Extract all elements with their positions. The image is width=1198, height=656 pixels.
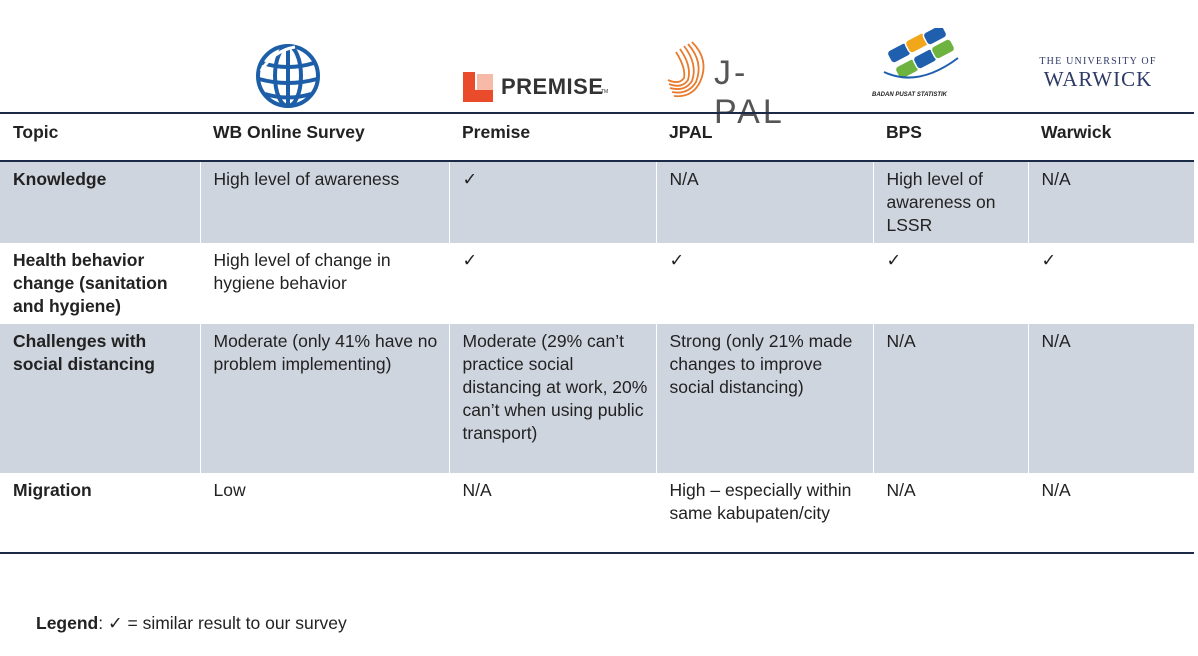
cell-premise: Moderate (29% can’t practice social dist…: [448, 324, 656, 473]
cell-bps: N/A: [872, 473, 1028, 553]
warwick-logo-line1: THE UNIVERSITY OF: [1039, 56, 1157, 67]
table-row: Knowledge High level of awareness ✓ N/A …: [0, 161, 1194, 243]
header-topic: Topic: [13, 122, 59, 142]
jpal-logo-text: J-PAL: [714, 54, 785, 131]
cell-bps: High level of awareness on LSSR: [872, 161, 1028, 243]
cell-wb-online-survey: High level of awareness: [199, 161, 449, 243]
header-wb-online-survey: WB Online Survey: [213, 122, 365, 142]
row-topic: Migration: [13, 480, 92, 500]
bps-caption: BADAN PUSAT STATISTIK: [872, 92, 947, 98]
row-topic: Health behavior change (sanitation and h…: [13, 250, 168, 316]
premise-square-icon: [463, 72, 493, 102]
cell-jpal: ✓: [655, 243, 873, 324]
table-row: Challenges with social distancing Modera…: [0, 324, 1194, 473]
cell-warwick: N/A: [1027, 161, 1194, 243]
header-warwick: Warwick: [1041, 122, 1112, 142]
cell-warwick: ✓: [1027, 243, 1194, 324]
header-bps: BPS: [886, 122, 922, 142]
legend: Legend: ✓ = similar result to our survey: [36, 612, 347, 635]
header-jpal: JPAL: [669, 122, 713, 142]
cell-premise: N/A: [448, 473, 656, 553]
cell-premise: ✓: [448, 161, 656, 243]
table-header-row: Topic WB Online Survey Premise JPAL BPS …: [0, 113, 1194, 161]
cell-bps: ✓: [872, 243, 1028, 324]
cell-wb-online-survey: High level of change in hygiene behavior: [199, 243, 449, 324]
logo-row: PREMISE TM J-PAL: [0, 0, 1198, 131]
table-row: Health behavior change (sanitation and h…: [0, 243, 1194, 324]
row-topic: Challenges with social distancing: [0, 324, 200, 473]
premise-logo: PREMISE TM: [463, 72, 613, 102]
jpal-swirl-icon: [667, 41, 705, 98]
warwick-logo: THE UNIVERSITY OF WARWICK: [1036, 56, 1160, 96]
bps-emblem-icon: [883, 28, 959, 80]
premise-tm: TM: [601, 89, 609, 95]
cell-jpal: N/A: [655, 161, 873, 243]
bps-logo: BADAN PUSAT STATISTIK: [872, 28, 964, 102]
comparison-table: Topic WB Online Survey Premise JPAL BPS …: [0, 112, 1194, 554]
cell-warwick: N/A: [1027, 324, 1194, 473]
warwick-logo-line2: WARWICK: [1043, 67, 1153, 91]
legend-text: : ✓ = similar result to our survey: [98, 613, 347, 633]
cell-wb-online-survey: Low: [199, 473, 449, 553]
cell-premise: ✓: [448, 243, 656, 324]
header-premise: Premise: [462, 122, 531, 142]
cell-bps: N/A: [872, 324, 1028, 473]
row-topic: Knowledge: [0, 161, 200, 243]
legend-label: Legend: [36, 613, 99, 633]
cell-wb-online-survey: Moderate (only 41% have no problem imple…: [199, 324, 449, 473]
world-bank-logo-icon: [256, 44, 320, 108]
cell-jpal: High – especially within same kabupaten/…: [655, 473, 873, 553]
cell-jpal: Strong (only 21% made changes to improve…: [655, 324, 873, 473]
table-row: Migration Low N/A High – especially with…: [0, 473, 1194, 553]
jpal-logo: J-PAL: [664, 40, 814, 131]
cell-warwick: N/A: [1027, 473, 1194, 553]
premise-logo-text: PREMISE: [501, 74, 604, 99]
